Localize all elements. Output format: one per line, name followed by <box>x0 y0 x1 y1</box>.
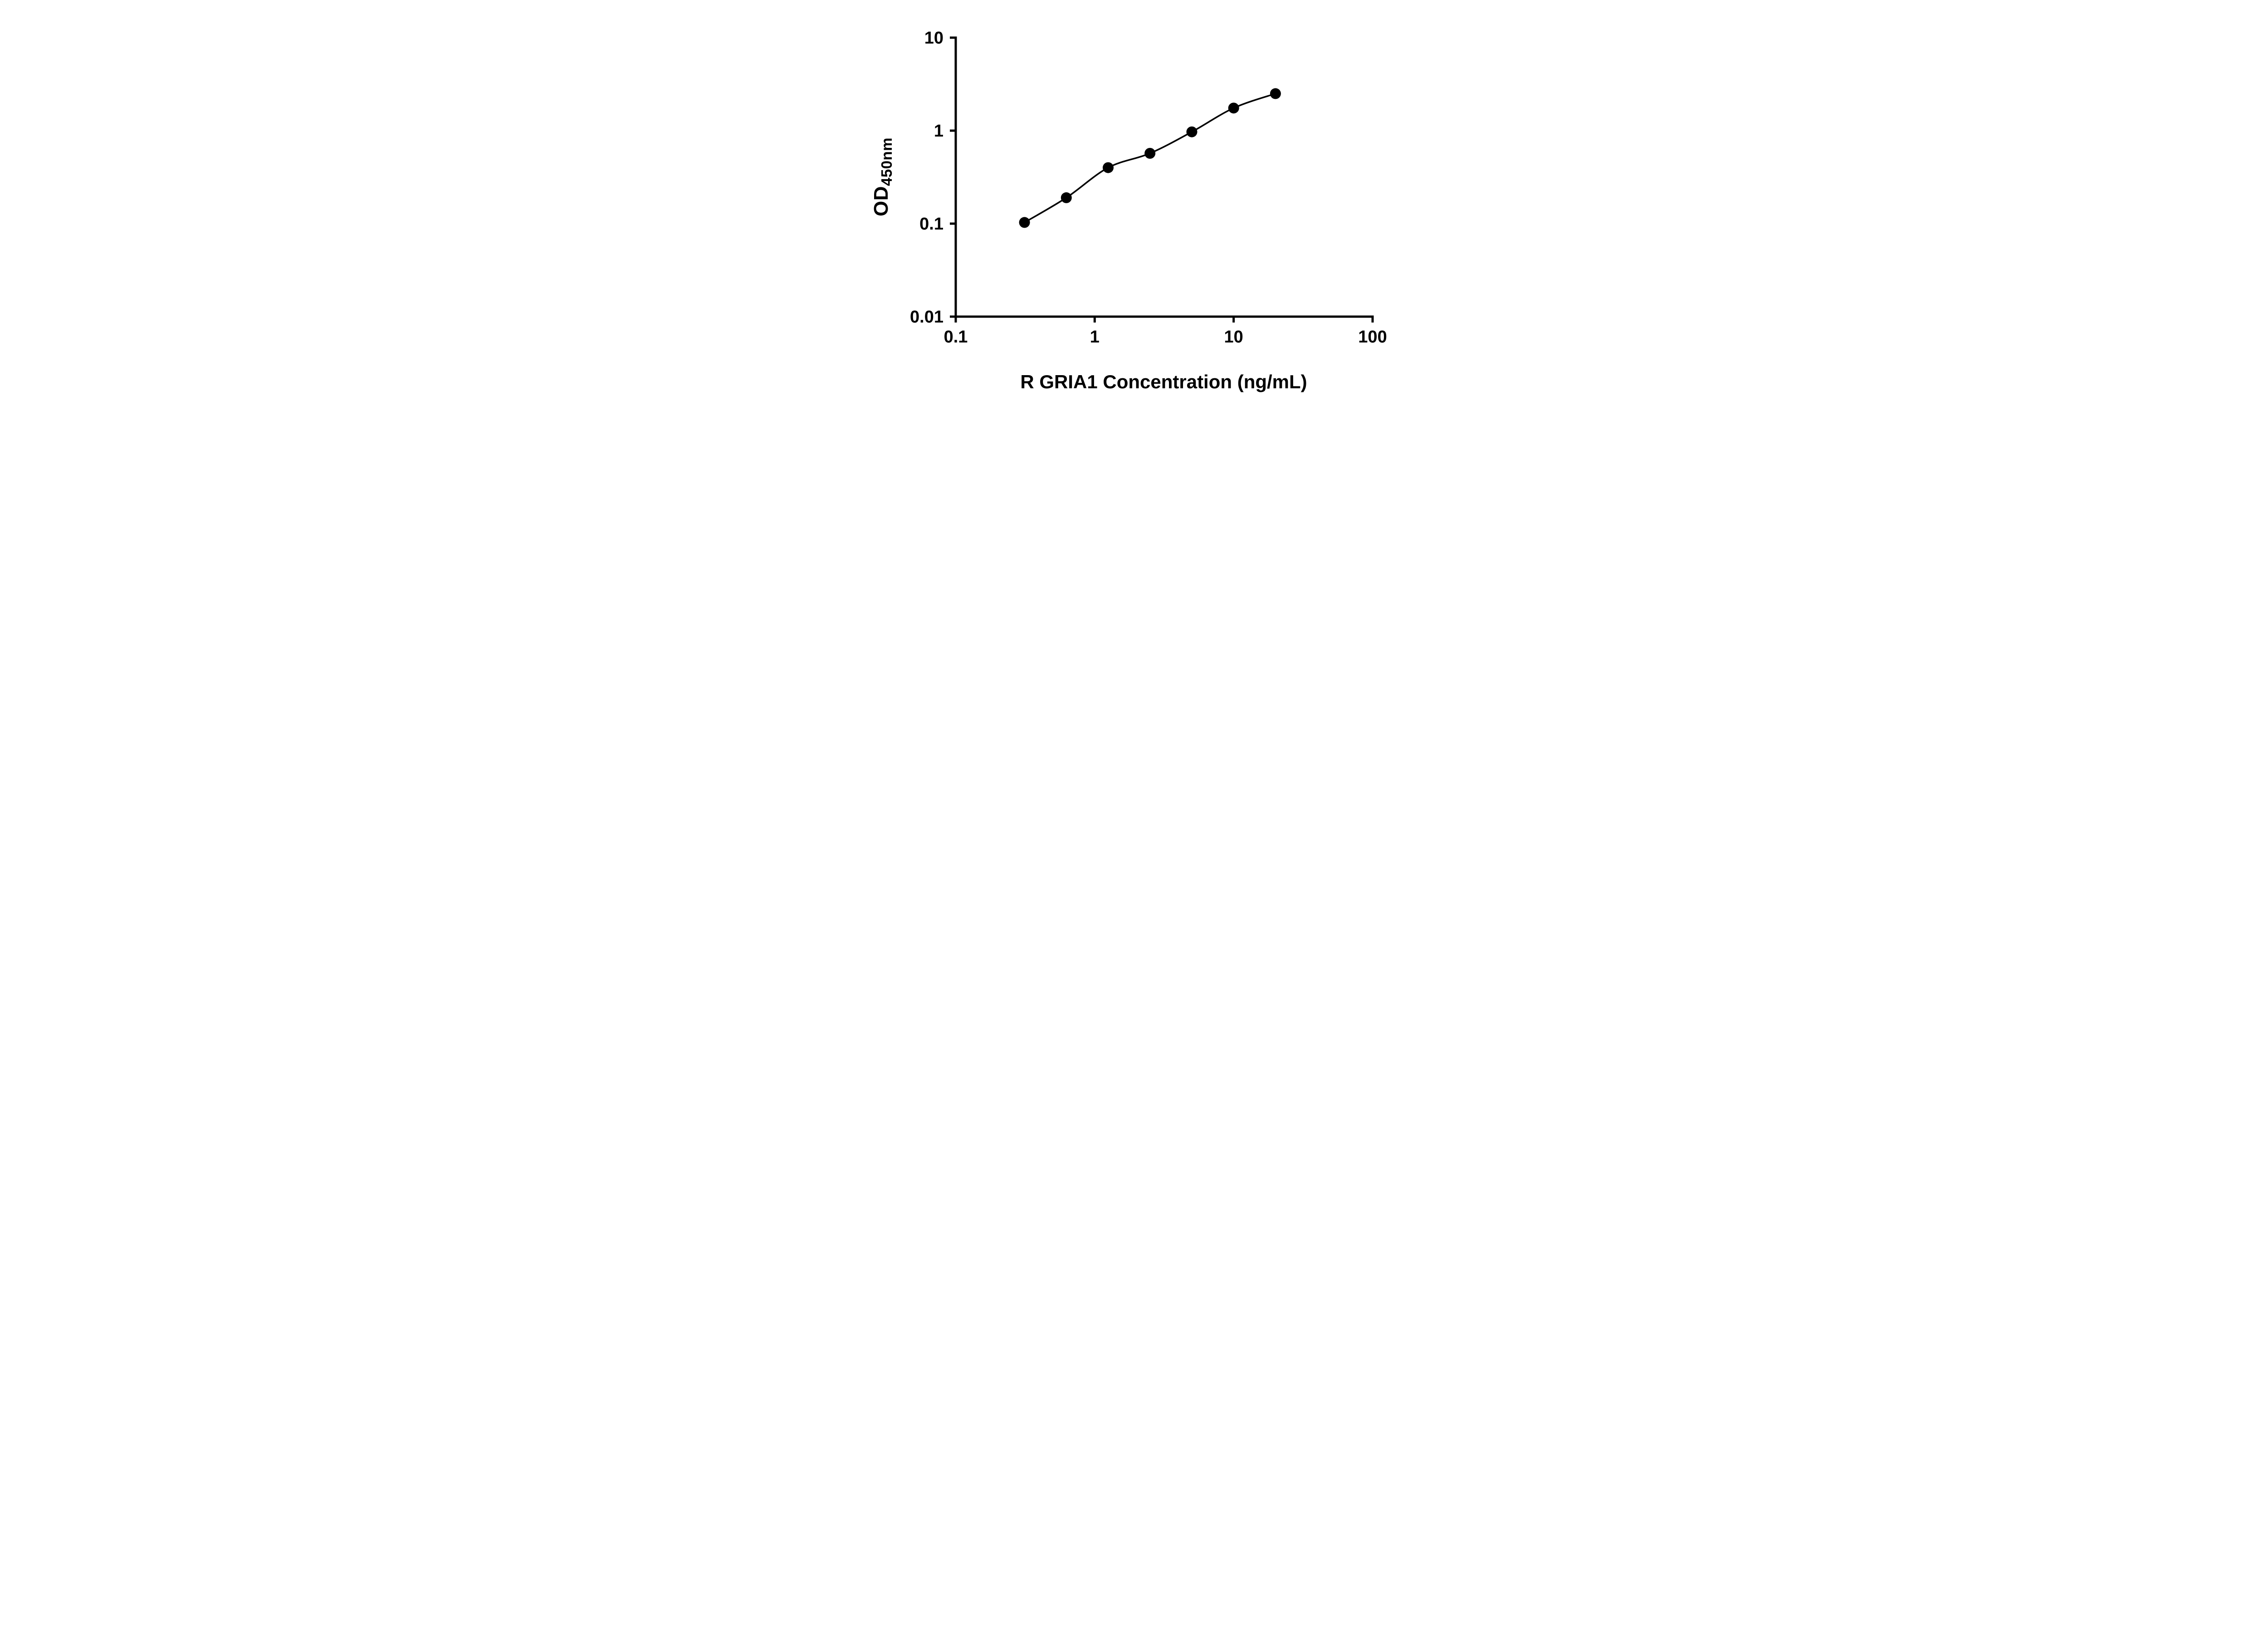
axis-spines <box>954 36 1374 318</box>
data-point <box>1102 162 1114 173</box>
data-point <box>1228 103 1239 114</box>
y-axis-tick-label: 1 <box>934 122 943 141</box>
x-axis-tick-label: 1 <box>1090 328 1099 347</box>
y-axis-tick-label: 0.01 <box>910 308 943 327</box>
y-axis-title-subscript: 450nm <box>878 137 895 186</box>
data-point <box>1186 126 1197 137</box>
x-axis-title: R GRIA1 Concentration (ng/mL) <box>1020 371 1307 392</box>
data-point <box>1019 217 1030 228</box>
x-axis-tick-label: 10 <box>1224 328 1243 347</box>
data-point <box>1144 148 1155 159</box>
elisa-standard-curve-figure: 0.1 1 10 100 0.01 0.1 1 10 OD450nm R GRIA1 Conc… <box>842 0 1426 408</box>
x-axis-tick-label: 0.1 <box>943 328 968 347</box>
y-axis-title: OD450nm <box>870 137 895 216</box>
data-point <box>1270 88 1281 99</box>
data-point <box>1061 192 1072 203</box>
y-axis-tick-label: 0.1 <box>919 215 943 234</box>
x-axis-tick-label: 100 <box>1358 328 1387 347</box>
y-axis-title-main: OD <box>870 186 892 217</box>
y-axis-tick-label: 10 <box>924 29 943 48</box>
